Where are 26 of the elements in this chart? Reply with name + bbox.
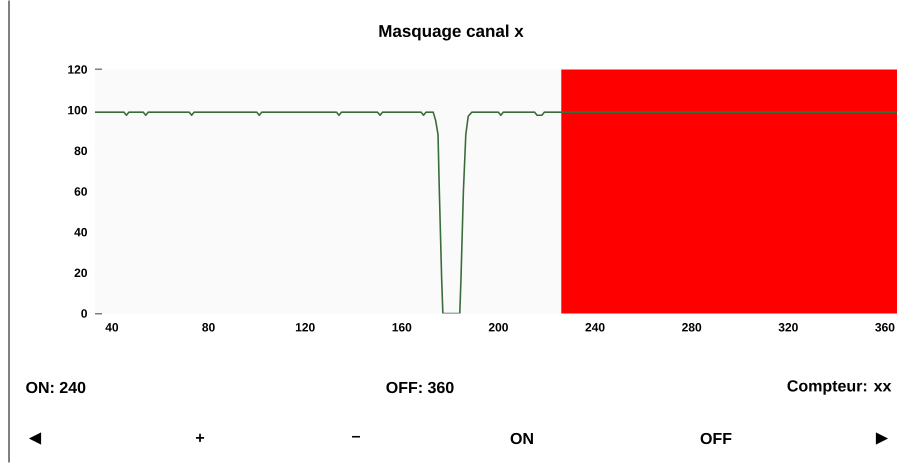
y-tick-label: 20 [74, 268, 87, 278]
x-tick-label: 320 [778, 323, 798, 332]
x-tick-label: 120 [296, 323, 315, 332]
text: ◀ [28, 432, 42, 445]
x-tick-label: 40 [105, 323, 118, 332]
text: – [352, 436, 360, 438]
x-tick-label: 240 [585, 323, 605, 332]
chart-title: Masquage canal x [379, 24, 524, 40]
y-tick-label: 80 [74, 146, 87, 156]
x-tick-label: 80 [202, 323, 215, 332]
x-tick-label: 200 [488, 323, 508, 332]
text: ON: 240 [26, 382, 86, 394]
x-tick-label: 280 [682, 323, 702, 332]
text: ON [510, 432, 533, 444]
y-tick-label: 100 [68, 106, 87, 114]
text: + [196, 434, 204, 442]
x-tick-label: 360 [875, 323, 894, 332]
x-tick-label: 160 [392, 323, 412, 332]
text: Compteur: xx [788, 380, 892, 395]
y-tick-label: 0 [81, 309, 87, 318]
text: OFF [700, 432, 732, 444]
y-tick-label: 60 [74, 187, 87, 196]
y-tick-label: 40 [74, 228, 87, 236]
text: OFF: 360 [386, 382, 454, 394]
text: ▶ [876, 432, 888, 445]
y-tick-label: 120 [68, 65, 87, 74]
